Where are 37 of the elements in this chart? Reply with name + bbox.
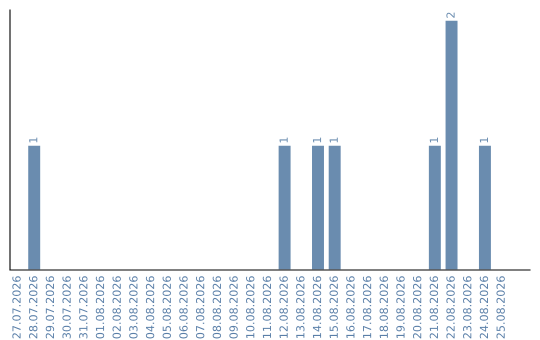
x-tick-label: 21.08.2026 [430, 276, 438, 338]
x-tick-label: 16.08.2026 [346, 276, 355, 338]
x-tick-label: 07.08.2026 [196, 276, 204, 338]
data-label: 1 [430, 138, 438, 142]
x-tick-label: 29.07.2026 [46, 276, 54, 338]
x-tick-label: 22.08.2026 [446, 276, 455, 338]
data-label: 1 [29, 138, 38, 142]
x-tick-label: 23.08.2026 [463, 276, 472, 338]
x-tick-label: 05.08.2026 [162, 276, 171, 338]
x-tick-label: 24.08.2026 [480, 276, 488, 338]
x-tick-label: 17.08.2026 [362, 276, 372, 338]
x-tick-label: 27.07.2026 [12, 276, 21, 338]
x-tick-label: 18.08.2026 [380, 276, 388, 338]
x-tick-label: 28.07.2026 [29, 276, 38, 338]
x-tick-label: 14.08.2026 [312, 276, 322, 338]
x-tick-label: 25.08.2026 [496, 276, 505, 338]
x-tick-label: 31.07.2026 [79, 276, 88, 338]
data-label: 1 [280, 138, 288, 142]
x-tick-label: 30.07.2026 [62, 276, 71, 338]
x-tick-label: 01.08.2026 [96, 276, 104, 338]
x-tick-label: 04.08.2026 [146, 276, 154, 338]
x-tick-label: 06.08.2026 [179, 276, 188, 338]
x-tick-label: 15.08.2026 [330, 276, 338, 338]
x-tick-label: 20.08.2026 [412, 276, 422, 338]
x-tick-label: 09.08.2026 [229, 276, 238, 338]
x-tick-label: 08.08.2026 [212, 276, 222, 338]
x-tick-label: 03.08.2026 [129, 276, 138, 338]
x-tick-label: 19.08.2026 [396, 276, 405, 338]
x-tick-label: 11.08.2026 [262, 276, 272, 338]
x-tick-label: 13.08.2026 [296, 276, 305, 338]
x-tick-label: 10.08.2026 [246, 276, 254, 338]
data-label: 2 [446, 12, 455, 18]
x-tick-label: 02.08.2026 [112, 276, 121, 338]
data-label: 1 [330, 138, 338, 142]
data-label: 1 [312, 138, 322, 142]
x-tick-label: 12.08.2026 [279, 276, 288, 338]
data-label: 1 [480, 138, 488, 142]
